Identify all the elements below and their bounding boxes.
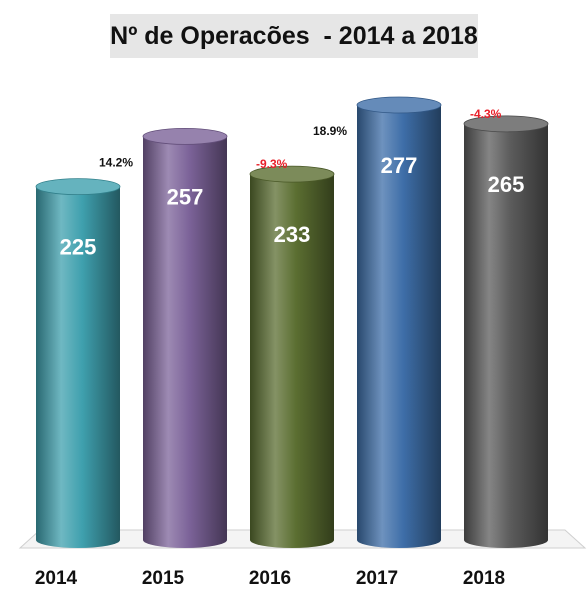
bar-2015 — [142, 128, 228, 548]
chart-title: Nº de Operacões - 2014 a 2018 — [110, 14, 478, 58]
value-label: 265 — [488, 172, 525, 197]
bar-top-cap — [142, 128, 228, 145]
bar-body — [250, 174, 334, 548]
category-label: 2015 — [142, 568, 185, 589]
category-label: 2017 — [356, 568, 398, 589]
bar-2017 — [356, 96, 442, 548]
change-label: 14.2% — [99, 155, 133, 169]
bar-body — [357, 105, 441, 548]
bar-2016 — [249, 165, 335, 548]
change-label: -4.3% — [470, 107, 502, 121]
bar-body — [464, 123, 548, 549]
bar-top-cap — [249, 165, 335, 183]
value-label: 257 — [167, 184, 204, 209]
bar-2014 — [35, 178, 121, 548]
bar-top-cap — [35, 178, 121, 196]
bar-top-cap — [463, 115, 549, 133]
bar-body — [36, 186, 120, 548]
value-label: 225 — [60, 235, 97, 260]
value-label: 277 — [381, 153, 418, 178]
category-label: 2014 — [35, 568, 78, 589]
bar-body — [143, 136, 227, 548]
category-label: 2018 — [463, 568, 505, 589]
bar-top-cap — [356, 96, 442, 114]
bars-layer — [35, 96, 549, 549]
category-label: 2016 — [249, 568, 291, 589]
value-label: 233 — [274, 222, 311, 247]
change-label: -9.3% — [256, 157, 288, 171]
labels-layer: 225 2014 257 2015 14.2% 233 2016 -9.3% 277 2017 18… — [35, 107, 525, 589]
change-label: 18.9% — [313, 124, 347, 138]
bar-2018 — [463, 115, 549, 549]
